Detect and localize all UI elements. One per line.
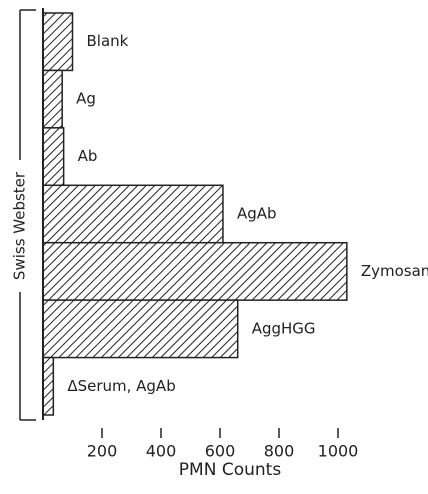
bar [42,299,239,359]
bar-label: AgAb [237,205,277,223]
bar-label: AggHGG [252,319,316,337]
bar-label: ΔSerum, AgAb [67,377,175,395]
x-axis-label: PMN Counts [179,460,282,480]
bar-label: Ab [78,147,98,165]
x-tick-label: 400 [146,442,177,461]
x-tick-label: 800 [264,442,295,461]
y-axis-label: Swiss Webster [11,171,29,280]
x-tick-label: 600 [205,442,236,461]
bar-label: Blank [87,32,129,50]
bar [42,12,74,72]
bar [42,69,63,129]
x-tick-label: 200 [87,442,118,461]
bar [42,356,55,416]
x-tick-label: 1000 [318,442,359,461]
bar-label: Ag [76,90,96,108]
bar [42,241,348,301]
bar [42,184,224,244]
bar-label: Zymosan [361,262,428,280]
bar [42,127,65,187]
